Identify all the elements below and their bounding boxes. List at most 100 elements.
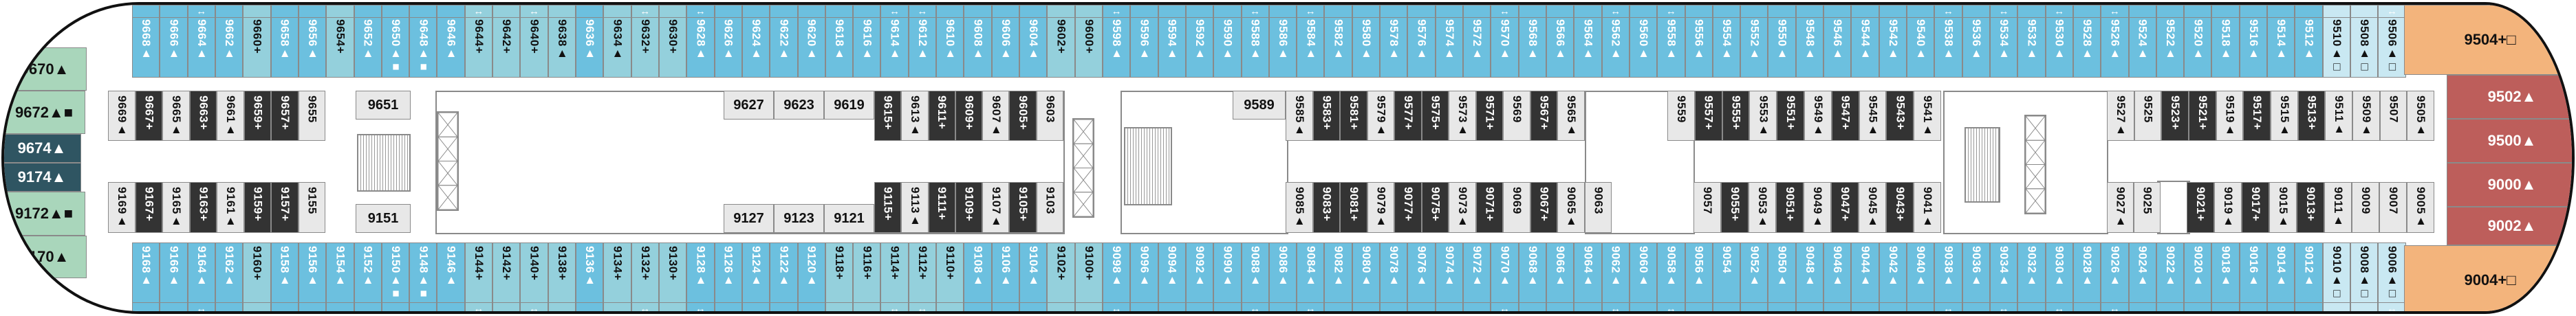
cabin-9025[interactable]: 9025 — [2134, 182, 2161, 233]
cabin-9064[interactable]: 9064▲ — [1574, 242, 1602, 311]
cabin-9116[interactable]: 9116+ — [853, 242, 881, 311]
cabin-9019[interactable]: 9019▲ — [2214, 182, 2242, 233]
cabin-9500[interactable]: 9500▲ — [2447, 119, 2572, 163]
cabin-9054[interactable]: 9054 — [1712, 242, 1741, 311]
cabin-9112[interactable]: ↔ 9112+ — [908, 242, 937, 311]
cabin-9519[interactable]: 9519▲ — [2216, 91, 2244, 141]
cabin-9071[interactable]: 9071+ — [1475, 182, 1503, 233]
cabin-9646[interactable]: 9646▲ — [437, 5, 465, 78]
cabin-9577[interactable]: 9577+ — [1394, 91, 1422, 141]
cabin-9523[interactable]: 9523+ — [2161, 91, 2189, 141]
cabin-9002[interactable]: 9002▲ — [2447, 207, 2572, 245]
cabin-9634[interactable]: 9634▲ — [603, 5, 631, 78]
cabin-9672[interactable]: 9672▲■ — [4, 91, 85, 134]
cabin-9502[interactable]: 9502▲ — [2447, 75, 2572, 119]
cabin-9067[interactable]: 9067+ — [1530, 182, 1557, 233]
cabin-9158[interactable]: 9158▲ — [270, 242, 299, 311]
cabin-9546[interactable]: 9546▲ — [1823, 5, 1852, 78]
cabin-9140[interactable]: ↔ 9140+ — [520, 242, 548, 311]
cabin-9590[interactable]: 9590▲ — [1213, 5, 1242, 78]
cabin-9619[interactable]: 9619 — [824, 91, 874, 120]
cabin-9555[interactable]: 9555+ — [1722, 91, 1750, 141]
cabin-9553[interactable]: 9553▲ — [1749, 91, 1777, 141]
cabin-9514[interactable]: 9514▲ — [2267, 5, 2295, 78]
cabin-9638[interactable]: 9638▲ — [548, 5, 576, 78]
cabin-9508[interactable]: 9508▲□ — [2350, 5, 2379, 78]
cabin-9512[interactable]: 9512▲ — [2295, 5, 2323, 78]
cabin-9605[interactable]: 9605+ — [1009, 91, 1037, 141]
cabin-9159[interactable]: 9159+ — [243, 182, 271, 233]
cabin-9522[interactable]: 9522▲ — [2156, 5, 2185, 78]
cabin-9510[interactable]: 9510▲□ — [2322, 5, 2350, 78]
cabin-9130[interactable]: 9130+ — [658, 242, 687, 311]
cabin-9509[interactable]: 9509▲ — [2352, 91, 2380, 141]
cabin-9627[interactable]: 9627 — [724, 91, 774, 120]
cabin-9111[interactable]: 9111+ — [928, 182, 955, 233]
cabin-9628[interactable]: ↔ 9628▲ — [686, 5, 715, 78]
cabin-9142[interactable]: 9142+ — [493, 242, 521, 311]
cabin-9610[interactable]: 9610▲ — [936, 5, 964, 78]
cabin-9568[interactable]: 9568▲ — [1518, 5, 1546, 78]
cabin-9048[interactable]: 9048▲ — [1795, 242, 1824, 311]
cabin-9074[interactable]: 9074▲ — [1435, 242, 1463, 311]
cabin-9549[interactable]: 9549▲ — [1804, 91, 1832, 141]
cabin-9006[interactable]: ↔ 9006▲□ — [2378, 242, 2406, 311]
cabin-9651[interactable]: 9651 — [356, 91, 411, 120]
cabin-9550[interactable]: 9550▲ — [1768, 5, 1796, 78]
cabin-9108[interactable]: 9108▲ — [964, 242, 992, 311]
cabin-9520[interactable]: 9520▲ — [2184, 5, 2212, 78]
cabin-9527[interactable]: 9527▲ — [2107, 91, 2134, 141]
cabin-9615[interactable]: 9615+ — [874, 91, 902, 141]
cabin-9047[interactable]: 9047+ — [1831, 182, 1859, 233]
cabin-9534[interactable]: ↔ 9534▲ — [1989, 5, 2018, 78]
cabin-9154[interactable]: 9154▲ — [326, 242, 354, 311]
cabin-9666[interactable]: 9666▲ — [160, 5, 188, 78]
cabin-9005[interactable]: 9005▲ — [2407, 182, 2434, 233]
cabin-9536[interactable]: 9536▲ — [1962, 5, 1990, 78]
cabin-9008[interactable]: 9008▲□ — [2350, 242, 2379, 311]
cabin-9670[interactable]: 9670▲ — [4, 47, 87, 91]
cabin-9656[interactable]: 9656▲ — [298, 5, 327, 78]
cabin-9596[interactable]: 9596▲ — [1130, 5, 1158, 78]
cabin-9042[interactable]: 9042▲ — [1879, 242, 1907, 311]
cabin-9526[interactable]: ↔ 9526▲ — [2101, 5, 2129, 78]
cabin-9051[interactable]: 9051+ — [1776, 182, 1804, 233]
cabin-9622[interactable]: 9622▲ — [770, 5, 798, 78]
cabin-9556[interactable]: 9556▲ — [1685, 5, 1713, 78]
cabin-9078[interactable]: 9078▲ — [1380, 242, 1408, 311]
cabin-9630[interactable]: 9630+ — [658, 5, 687, 78]
cabin-9541[interactable]: 9541▲ — [1914, 91, 1941, 141]
cabin-9036[interactable]: 9036▲ — [1962, 242, 1990, 311]
cabin-9084[interactable]: ↔ 9084▲ — [1297, 242, 1325, 311]
cabin-9611[interactable]: 9611+ — [928, 91, 955, 141]
cabin-9580[interactable]: 9580▲ — [1352, 5, 1381, 78]
cabin-9126[interactable]: 9126▲ — [714, 242, 742, 311]
cabin-9544[interactable]: 9544▲ — [1851, 5, 1879, 78]
cabin-9558[interactable]: ↔ 9558▲ — [1657, 5, 1685, 78]
cabin-9636[interactable]: 9636▲ — [576, 5, 604, 78]
cabin-9664[interactable]: ↔ 9664▲ — [187, 5, 215, 78]
cabin-9589[interactable]: 9589 — [1233, 91, 1286, 120]
cabin-9172[interactable]: 9172▲■ — [4, 192, 85, 236]
cabin-9578[interactable]: 9578▲ — [1380, 5, 1408, 78]
cabin-9010[interactable]: 9010▲□ — [2322, 242, 2350, 311]
cabin-9606[interactable]: 9606▲ — [991, 5, 1019, 78]
cabin-9166[interactable]: 9166▲ — [160, 242, 188, 311]
cabin-9076[interactable]: 9076▲ — [1407, 242, 1436, 311]
cabin-9163[interactable]: 9163+ — [189, 182, 217, 233]
cabin-9124[interactable]: 9124▲ — [742, 242, 770, 311]
cabin-9612[interactable]: ↔ 9612▲ — [908, 5, 937, 78]
cabin-9588[interactable]: ↔ 9588▲ — [1241, 5, 1269, 78]
cabin-9167[interactable]: 9167+ — [135, 182, 162, 233]
cabin-9015[interactable]: 9015▲ — [2269, 182, 2297, 233]
cabin-9052[interactable]: 9052▲ — [1740, 242, 1768, 311]
cabin-9551[interactable]: 9551+ — [1777, 91, 1804, 141]
cabin-9623[interactable]: 9623 — [774, 91, 824, 120]
cabin-9665[interactable]: 9665▲ — [162, 91, 190, 141]
cabin-9583[interactable]: 9583+ — [1312, 91, 1341, 141]
cabin-9148[interactable]: 9148▲■ — [409, 242, 437, 311]
cabin-9022[interactable]: 9022▲ — [2156, 242, 2185, 311]
cabin-9662[interactable]: 9662▲ — [215, 5, 243, 78]
cabin-9066[interactable]: 9066▲ — [1546, 242, 1574, 311]
cabin-9554[interactable]: 9554▲ — [1712, 5, 1741, 78]
